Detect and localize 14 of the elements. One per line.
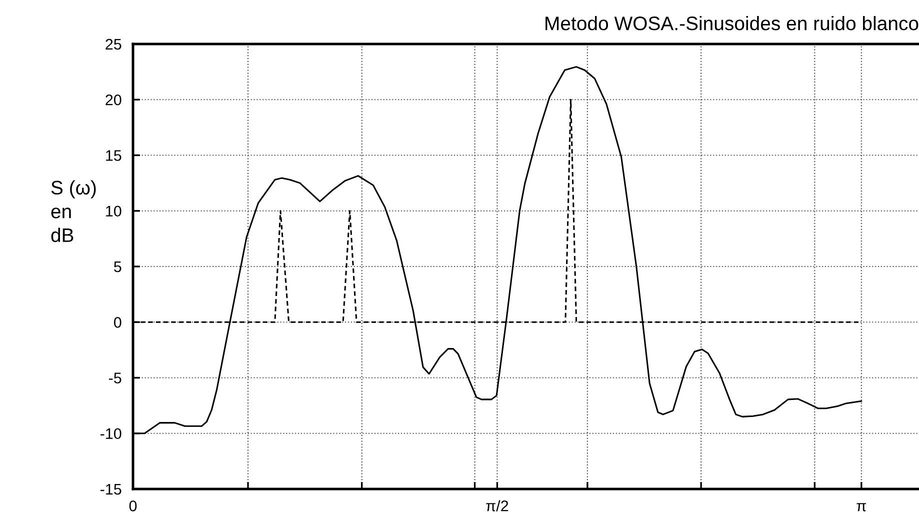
y-tick-label: 15 — [106, 150, 122, 161]
y-tick-label: 5 — [114, 262, 122, 272]
y-tick-label: 0 — [114, 316, 122, 328]
y-tick-label: -15 — [100, 484, 122, 495]
y-tick-label: 25 — [106, 38, 122, 50]
x-tick-label: 0 — [129, 500, 137, 512]
y-tick-label: -5 — [108, 372, 122, 384]
y-tick-label: 10 — [106, 206, 122, 217]
x-tick-label: π — [856, 503, 866, 512]
y-tick-label: 20 — [106, 94, 122, 106]
y-tick-label: -10 — [100, 428, 122, 440]
x-tick-label: π/2 — [486, 500, 508, 512]
y-axis-title: S (ω) en dB — [51, 180, 96, 242]
chart-title: Metodo WOSA.-Sinusoides en ruido blanco — [546, 16, 918, 30]
